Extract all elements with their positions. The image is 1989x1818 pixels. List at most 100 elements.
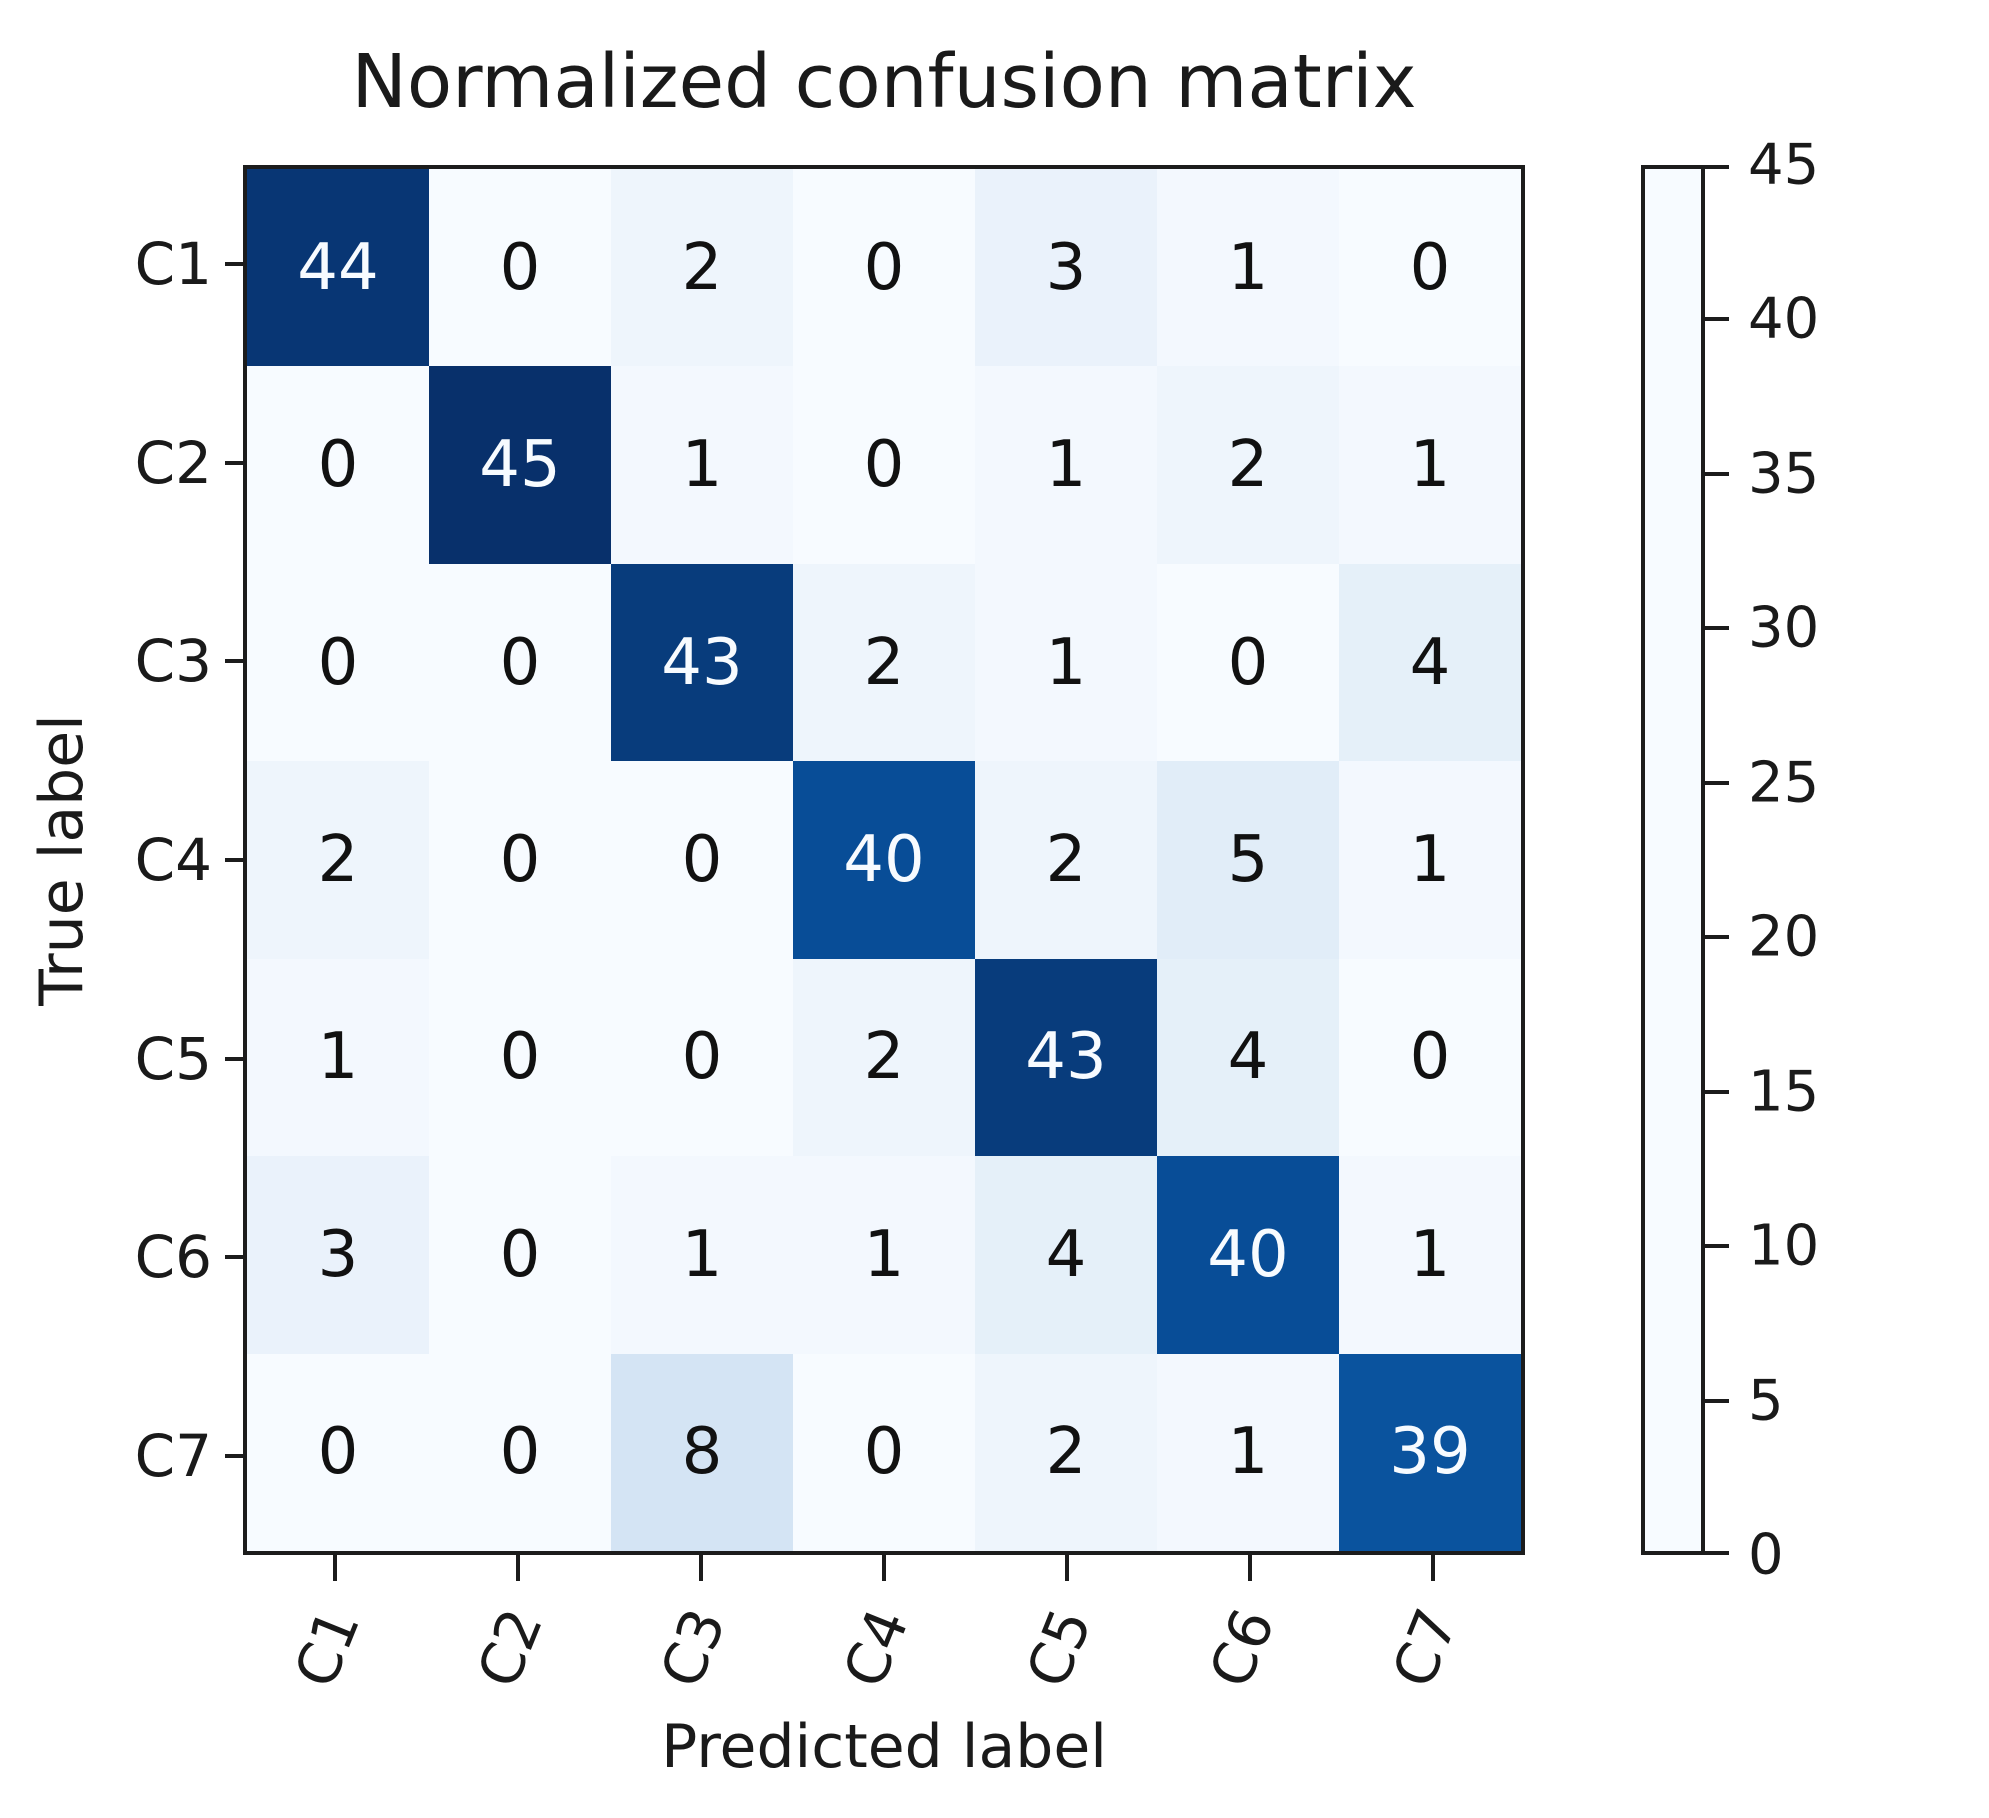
matrix-cell-r6c7: 1: [1339, 1156, 1521, 1354]
colorbar-tick-mark: [1705, 165, 1729, 169]
matrix-cell-r2c1: 0: [247, 366, 429, 564]
colorbar-tick-mark: [1705, 1398, 1729, 1403]
matrix-cell-r6c3: 1: [611, 1156, 793, 1354]
matrix-cell-r4c3: 0: [611, 761, 793, 959]
matrix-cell-r3c5: 1: [975, 563, 1157, 762]
y-tick-label: C1: [134, 230, 212, 299]
x-tick-mark: [515, 1555, 520, 1581]
x-tick-label: C5: [1013, 1599, 1106, 1697]
y-tick-label: C2: [134, 428, 212, 497]
y-tick-mark: [225, 659, 243, 664]
colorbar-tick-mark: [1705, 626, 1729, 631]
colorbar-tick-mark: [1705, 1551, 1729, 1555]
colorbar-tick-label: 30: [1748, 595, 1820, 661]
matrix-cell-r3c7: 4: [1339, 563, 1521, 762]
x-tick-label: C3: [646, 1599, 739, 1697]
matrix-cell-r1c6: 1: [1157, 169, 1339, 367]
matrix-cell-r5c7: 0: [1339, 958, 1521, 1157]
matrix-cell-r3c1: 0: [247, 563, 429, 762]
matrix-cell-r4c2: 0: [429, 761, 611, 959]
matrix-cell-r5c1: 1: [247, 958, 429, 1157]
y-tick-mark: [225, 460, 243, 465]
y-tick-label: C4: [134, 826, 212, 894]
y-tick-label: C3: [134, 627, 212, 696]
colorbar-tick-mark: [1705, 935, 1729, 940]
colorbar-tick-label: 5: [1748, 1368, 1784, 1434]
matrix-cell-r2c7: 1: [1339, 366, 1521, 564]
matrix-cell-r7c6: 1: [1157, 1353, 1339, 1551]
matrix-cell-r3c4: 2: [793, 563, 975, 762]
matrix-cell-r5c5: 43: [975, 958, 1157, 1157]
x-tick-mark: [698, 1555, 703, 1581]
colorbar-tick-label: 10: [1748, 1213, 1820, 1279]
x-tick-mark: [1431, 1555, 1436, 1581]
colorbar: [1641, 165, 1705, 1555]
matrix-cell-r1c3: 2: [611, 169, 793, 367]
y-tick-label: C5: [134, 1024, 212, 1093]
y-tick-mark: [225, 1255, 243, 1260]
matrix-cell-r1c5: 3: [975, 169, 1157, 367]
colorbar-tick-mark: [1705, 471, 1729, 476]
matrix-cell-r6c4: 1: [793, 1156, 975, 1354]
colorbar-tick-label: 45: [1748, 132, 1820, 198]
matrix-cell-r4c7: 1: [1339, 761, 1521, 959]
colorbar-tick-label: 15: [1748, 1059, 1820, 1125]
y-tick-mark: [225, 262, 243, 267]
chart-title: Normalized confusion matrix: [351, 39, 1417, 125]
colorbar-tick-mark: [1705, 317, 1729, 322]
y-tick-mark: [225, 1056, 243, 1061]
matrix-cell-r2c5: 1: [975, 366, 1157, 564]
colorbar-tick-mark: [1705, 1089, 1729, 1094]
x-tick-label: C6: [1196, 1599, 1289, 1697]
colorbar-tick-label: 35: [1748, 441, 1820, 507]
matrix-cell-r2c6: 2: [1157, 366, 1339, 564]
x-tick-mark: [332, 1555, 337, 1581]
matrix-cell-r4c6: 5: [1157, 761, 1339, 959]
matrix-cell-r4c4: 40: [793, 761, 975, 959]
x-tick-label: C1: [280, 1599, 373, 1697]
matrix-cell-r7c2: 0: [429, 1353, 611, 1551]
matrix-cell-r4c5: 2: [975, 761, 1157, 959]
matrix-cell-r2c4: 0: [793, 366, 975, 564]
matrix-cell-r3c2: 0: [429, 563, 611, 762]
y-tick-mark: [225, 1453, 243, 1458]
matrix-cell-r6c5: 4: [975, 1156, 1157, 1354]
matrix-cell-r3c3: 43: [611, 563, 793, 762]
matrix-cell-r5c3: 0: [611, 958, 793, 1157]
matrix-cell-r1c7: 0: [1339, 169, 1521, 367]
x-tick-mark: [882, 1555, 886, 1581]
colorbar-tick-label: 0: [1748, 1522, 1784, 1588]
matrix-cell-r4c1: 2: [247, 761, 429, 959]
x-tick-label: C7: [1379, 1599, 1472, 1697]
matrix-cell-r7c3: 8: [611, 1353, 793, 1551]
colorbar-tick-mark: [1705, 780, 1729, 785]
colorbar-tick-mark: [1705, 1244, 1729, 1249]
y-tick-label: C7: [134, 1421, 212, 1490]
matrix-cell-r6c2: 0: [429, 1156, 611, 1354]
matrix-cell-r1c2: 0: [429, 169, 611, 367]
y-tick-label: C6: [134, 1223, 212, 1292]
matrix-cell-r5c4: 2: [793, 958, 975, 1157]
matrix-cell-r2c3: 1: [611, 366, 793, 564]
x-tick-label: C2: [463, 1599, 556, 1697]
y-tick-mark: [225, 858, 243, 862]
x-tick-label: C4: [829, 1599, 923, 1697]
matrix-cell-r7c7: 39: [1339, 1353, 1521, 1551]
matrix-cell-r5c2: 0: [429, 958, 611, 1157]
matrix-cell-r5c6: 4: [1157, 958, 1339, 1157]
matrix-cell-r7c1: 0: [247, 1353, 429, 1551]
matrix-cell-r1c4: 0: [793, 169, 975, 367]
matrix-cell-r3c6: 0: [1157, 563, 1339, 762]
heatmap-grid: 44 0 2 0 3 1 0 0 45 1 0 1 2 1 0 0 43 2 1 0 4 2 0 0 40 2 5 1 1 0 0 2 43 4 0…: [243, 165, 1525, 1555]
matrix-cell-r6c6: 40: [1157, 1156, 1339, 1354]
matrix-cell-r7c4: 0: [793, 1353, 975, 1551]
matrix-cell-r6c1: 3: [247, 1156, 429, 1354]
colorbar-tick-label: 40: [1748, 286, 1820, 352]
matrix-cell-r1c1: 44: [247, 169, 429, 367]
colorbar-tick-label: 20: [1748, 904, 1820, 970]
colorbar-tick-label: 25: [1748, 750, 1820, 816]
x-axis-label: Predicted label: [661, 1712, 1107, 1782]
x-tick-mark: [1248, 1555, 1253, 1581]
x-tick-mark: [1065, 1555, 1070, 1581]
